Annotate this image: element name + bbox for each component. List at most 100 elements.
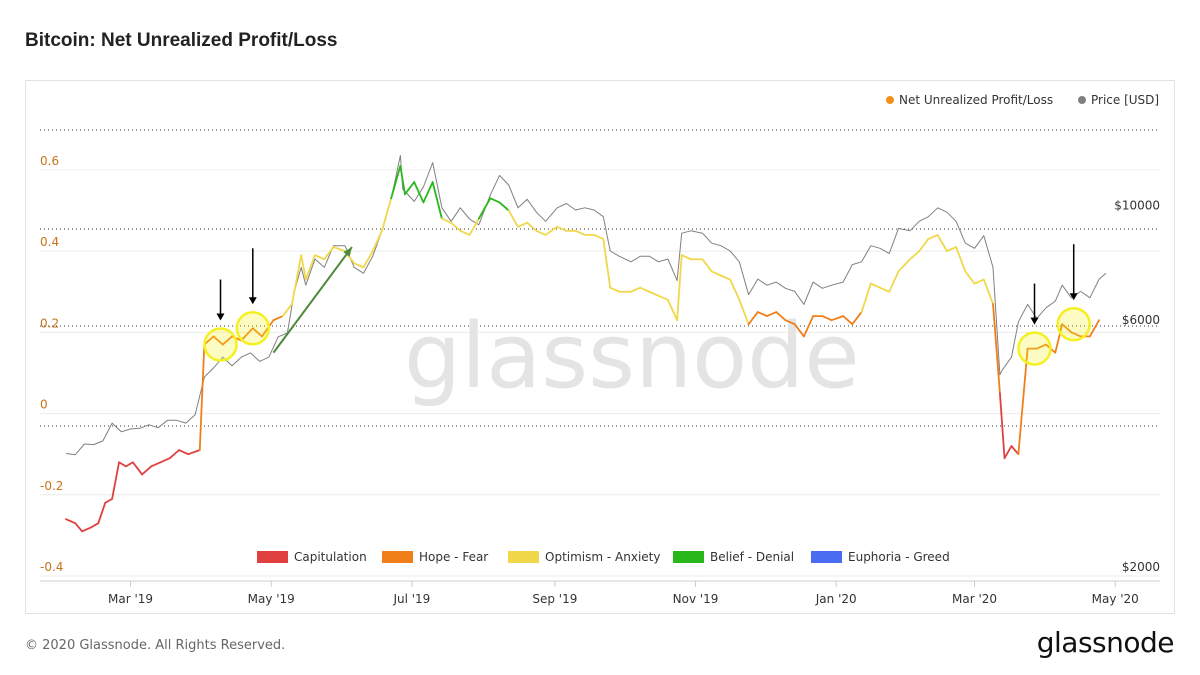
nupl-segment[interactable] [609, 286, 621, 293]
nupl-segment[interactable] [821, 315, 833, 322]
nupl-segment[interactable] [371, 229, 383, 253]
legend-bottom[interactable]: Capitulation Hope - Fear Optimism - Anxiet… [257, 550, 950, 564]
nupl-segment[interactable] [323, 246, 335, 261]
nupl-segment[interactable] [945, 246, 958, 253]
glassnode-logo[interactable]: glassnode [1036, 626, 1175, 659]
nupl-segment[interactable] [240, 327, 254, 342]
nupl-segment[interactable] [498, 201, 510, 212]
nupl-segment[interactable] [362, 250, 374, 269]
price-series[interactable] [65, 155, 1107, 456]
nupl-segment[interactable] [666, 298, 678, 322]
nupl-segment[interactable] [851, 311, 863, 326]
nupl-segment[interactable] [74, 522, 84, 533]
nupl-segment[interactable] [517, 221, 529, 228]
nupl-segment[interactable] [65, 518, 77, 525]
nupl-segment[interactable] [955, 246, 967, 273]
nupl-segment[interactable] [526, 221, 538, 232]
nupl-segment[interactable] [747, 311, 759, 326]
nupl-segment[interactable] [1088, 319, 1100, 338]
legend-top-item[interactable]: Net Unrealized Profit/Loss [886, 93, 1053, 107]
nupl-segment[interactable] [964, 270, 976, 285]
nupl-segment[interactable] [332, 246, 346, 253]
nupl-segment[interactable] [300, 254, 307, 281]
nupl-segment[interactable] [936, 233, 948, 253]
nupl-segment[interactable] [648, 290, 660, 297]
nupl-segment[interactable] [630, 286, 642, 293]
nupl-segment[interactable] [897, 258, 911, 273]
nupl-segment[interactable] [784, 319, 796, 326]
nupl-segment[interactable] [793, 323, 805, 338]
nupl-segment[interactable] [999, 392, 1006, 460]
nupl-segment[interactable] [738, 298, 750, 326]
nupl-segment[interactable] [118, 461, 127, 468]
nupl-segment[interactable] [459, 229, 471, 236]
nupl-segment[interactable] [291, 254, 303, 305]
nupl-segment[interactable] [803, 315, 815, 338]
price-line[interactable] [65, 155, 1107, 456]
nupl-segment[interactable] [431, 181, 443, 220]
nupl-segment[interactable] [168, 449, 180, 460]
nupl-segment[interactable] [178, 449, 190, 456]
nupl-segment[interactable] [507, 209, 519, 228]
nupl-segment[interactable] [927, 233, 939, 240]
nupl-segment[interactable] [404, 181, 416, 196]
nupl-segment[interactable] [593, 233, 605, 240]
nupl-segment[interactable] [159, 457, 171, 464]
nupl-segment[interactable] [131, 461, 143, 476]
nupl-segment[interactable] [468, 217, 480, 236]
nupl-segment[interactable] [212, 335, 224, 346]
nupl-segment[interactable] [756, 311, 768, 318]
nupl-segment[interactable] [1061, 323, 1073, 334]
nupl-segment[interactable] [104, 497, 114, 504]
legend-top[interactable]: Net Unrealized Profit/Loss Price [USD] [886, 93, 1159, 107]
nupl-segment[interactable] [602, 238, 612, 289]
nupl-segment[interactable] [830, 315, 845, 322]
nupl-segment[interactable] [203, 335, 215, 346]
nupl-segment[interactable] [1003, 445, 1013, 460]
nupl-segment[interactable] [982, 278, 994, 305]
legend-zone-item[interactable]: Belief - Denial [673, 550, 794, 564]
nupl-segment[interactable] [544, 225, 559, 236]
nupl-segment[interactable] [535, 229, 547, 236]
nupl-segment[interactable] [272, 315, 284, 322]
nupl-segment[interactable] [1070, 331, 1082, 338]
nupl-segment[interactable] [399, 164, 406, 196]
nupl-segment[interactable] [422, 181, 434, 204]
nupl-segment[interactable] [888, 270, 900, 293]
legend-zone-item[interactable]: Optimism - Anxiety [508, 550, 660, 564]
nupl-segment[interactable] [1054, 323, 1064, 354]
nupl-segment[interactable] [639, 286, 651, 293]
nupl-segment[interactable] [556, 225, 568, 232]
nupl-segment[interactable] [440, 217, 452, 224]
nupl-segment[interactable] [973, 278, 985, 285]
nupl-segment[interactable] [489, 197, 501, 204]
legend-zone-item[interactable]: Euphoria - Greed [811, 550, 950, 564]
nupl-segment[interactable] [766, 311, 778, 318]
legend-zone-item[interactable]: Hope - Fear [382, 550, 488, 564]
nupl-segment[interactable] [111, 461, 120, 500]
nupl-segment[interactable] [680, 254, 692, 261]
nupl-segment[interactable] [221, 335, 233, 346]
nupl-segment[interactable] [353, 262, 365, 269]
nupl-segment[interactable] [81, 526, 93, 533]
nupl-segment[interactable] [918, 238, 930, 253]
nupl-segment[interactable] [304, 254, 316, 281]
nupl-segment[interactable] [450, 221, 462, 232]
nupl-segment[interactable] [657, 294, 669, 301]
nupl-segment[interactable] [1017, 347, 1029, 456]
nupl-segment[interactable] [97, 502, 107, 525]
nupl-segment[interactable] [710, 270, 722, 277]
nupl-segment[interactable] [729, 278, 741, 301]
nupl-segment[interactable] [1035, 343, 1047, 350]
nupl-segment[interactable] [676, 254, 683, 322]
nupl-segment[interactable] [390, 164, 402, 200]
nupl-segment[interactable] [90, 522, 100, 529]
nupl-series[interactable] [65, 164, 1100, 533]
nupl-segment[interactable] [281, 303, 293, 318]
nupl-segment[interactable] [251, 327, 263, 338]
nupl-segment[interactable] [1010, 445, 1020, 456]
nupl-segment[interactable] [842, 315, 854, 326]
nupl-segment[interactable] [477, 197, 492, 220]
nupl-segment[interactable] [775, 311, 787, 322]
nupl-segment[interactable] [860, 282, 872, 313]
